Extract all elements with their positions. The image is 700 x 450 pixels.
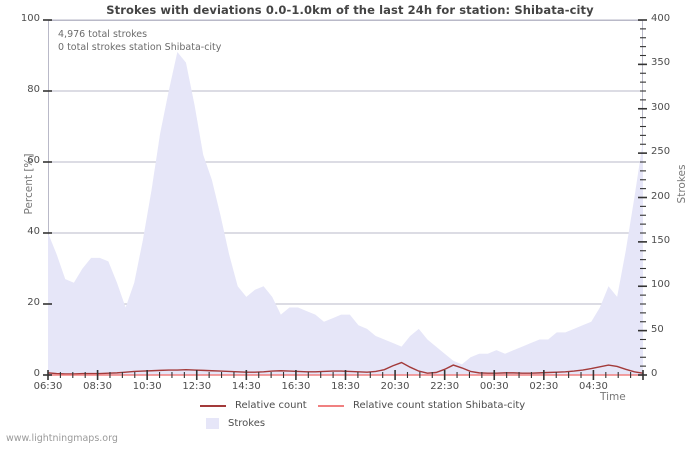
x-tick-label: 10:30	[132, 381, 162, 392]
y-tick-label-left: 20	[27, 297, 40, 308]
x-tick-label: 06:30	[33, 381, 63, 392]
y-tick-label-right: 0	[651, 368, 658, 379]
legend-item-strokes: Strokes	[200, 418, 265, 429]
x-axis-label: Time	[600, 391, 626, 403]
x-tick-label: 18:30	[331, 381, 360, 392]
x-tick-label: 14:30	[231, 381, 261, 392]
y-tick-label-right: 300	[651, 101, 671, 113]
y-axis-label-left: Percent [%]	[23, 153, 35, 215]
legend-area-swatch-icon	[206, 418, 219, 429]
x-tick-label: 16:30	[281, 381, 311, 392]
x-tick-label: 00:30	[479, 381, 509, 392]
x-tick-label: 08:30	[83, 381, 112, 392]
annotation-total-strokes: 4,976 total strokes	[58, 29, 148, 40]
x-tick-label: 20:30	[380, 381, 410, 392]
page-title: Strokes with deviations 0.0-1.0km of the…	[106, 3, 594, 17]
plot-area	[48, 20, 643, 375]
y-tick-label-right: 100	[651, 279, 671, 291]
y-tick-label-right: 50	[651, 323, 664, 335]
footer-watermark: www.lightningmaps.org	[6, 433, 118, 444]
y-tick-label-left: 0	[33, 368, 40, 379]
y-tick-label-left: 40	[27, 226, 40, 237]
y-tick-label-right: 400	[651, 13, 671, 24]
y-tick-label-right: 200	[651, 190, 671, 202]
y-tick-label-left: 80	[27, 84, 40, 95]
legend-label: Strokes	[228, 418, 266, 429]
y-tick-label-left: 60	[27, 155, 40, 166]
y-tick-label-right: 250	[651, 146, 671, 158]
x-tick-label: 02:30	[529, 381, 559, 392]
y-tick-label-right: 150	[651, 234, 671, 246]
y-tick-label-left: 100	[20, 13, 40, 24]
legend-line-icon	[200, 404, 226, 407]
legend-label: Relative count	[235, 400, 307, 411]
annotation-station-strokes: 0 total strokes station Shibata-city	[58, 42, 222, 53]
x-tick-label: 22:30	[430, 381, 460, 392]
y-axis-label-right: Strokes	[676, 164, 688, 204]
legend-item-relative-count: Relative count	[200, 400, 307, 411]
legend-item-relative-count-station: Relative count station Shibata-city	[318, 400, 525, 411]
x-tick-label: 12:30	[182, 381, 212, 392]
y-tick-label-right: 350	[651, 57, 671, 69]
legend-label: Relative count station Shibata-city	[353, 400, 526, 411]
legend-line-icon	[318, 404, 344, 407]
x-tick-label: 04:30	[578, 381, 608, 392]
